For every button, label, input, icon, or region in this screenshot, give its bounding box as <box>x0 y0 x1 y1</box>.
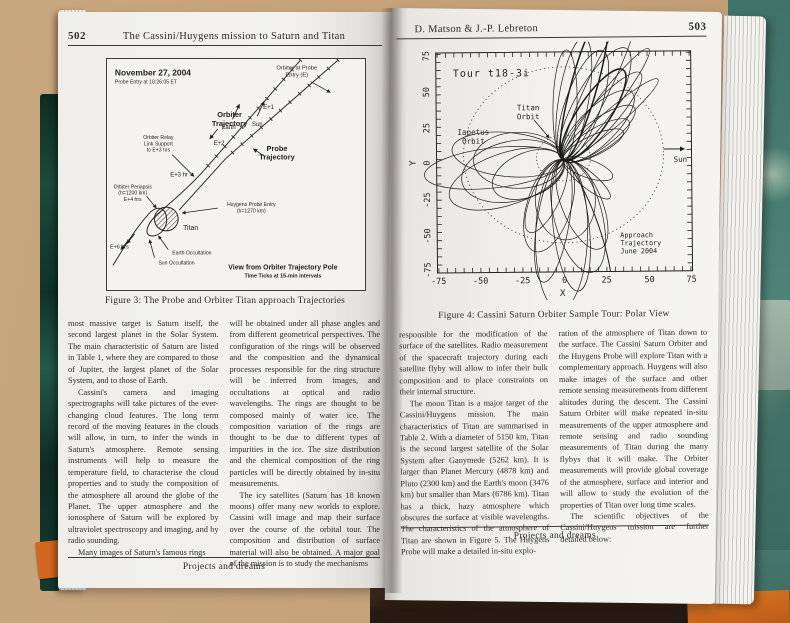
left-page-header: 502 The Cassini/Huygens mission to Satur… <box>68 12 382 42</box>
fig3-view-note: View from Orbiter Trajectory Pole <box>228 264 337 271</box>
right-page-footer: Projects and dreams <box>400 524 709 542</box>
fig3-entry-time: Probe Entry at 10:26:05 ET <box>115 80 178 86</box>
right-page-header: D. Matson & J.-P. Lebreton 503 <box>396 9 706 36</box>
fig3-huygens-entry: Huygens Probe Entry <box>227 202 276 208</box>
left-footer-rule <box>68 557 380 558</box>
svg-text:(h=1270 km): (h=1270 km) <box>237 209 266 215</box>
fig4-titan-label: Titan <box>517 103 540 112</box>
y-tick: 50 <box>422 87 432 97</box>
fig3-e1: E+1 <box>263 105 274 111</box>
svg-text:Link Support: Link Support <box>144 141 173 147</box>
x-tick: 25 <box>601 275 611 285</box>
fig3-orbiter-trajectory: Orbiter <box>217 110 242 119</box>
figure4-caption: Figure 4: Cassini Saturn Orbiter Sample … <box>438 308 670 322</box>
fig3-probe-trajectory: Probe <box>267 144 288 153</box>
svg-text:(h=1200 km): (h=1200 km) <box>118 191 147 197</box>
left-footer-text: Projects and dreams <box>182 562 266 572</box>
iapetus-orbit-circle <box>463 66 664 244</box>
svg-text:Orbit: Orbit <box>517 112 540 121</box>
y-tick: -75 <box>423 262 433 277</box>
paragraph: Cassini's camera and imaging spectrograp… <box>68 387 219 546</box>
figure4-plot: Tour t18-3i Iapetus Orbit Titan Orbit Su… <box>409 7 697 311</box>
fig4-tour-label: Tour t18-3i <box>453 68 530 80</box>
fig3-periapsis: Orbiter Periapsis <box>114 184 153 190</box>
svg-text:Trajectory: Trajectory <box>259 153 295 162</box>
left-page: 502 The Cassini/Huygens mission to Satur… <box>58 12 392 588</box>
svg-text:to E+3 hrs: to E+3 hrs <box>147 148 171 154</box>
fig3-earth-occultation: Earth Occultation <box>172 251 211 257</box>
figure3-drawing: November 27, 2004 Probe Entry at 10:26:0… <box>110 58 340 279</box>
right-column-1: responsible for the modification of the … <box>399 328 549 558</box>
svg-text:June 2004: June 2004 <box>620 247 657 255</box>
left-page-text: most massive target is Saturn itself, th… <box>68 318 380 570</box>
fig4-x-axis-label: X <box>560 289 566 299</box>
y-tick: -50 <box>423 228 433 243</box>
paragraph: The icy satellites (Saturn has 18 known … <box>229 490 381 569</box>
svg-text:Time Ticks at 15-min interval: Time Ticks at 15-min intervals <box>244 273 321 279</box>
x-tick: 50 <box>644 275 654 285</box>
fig4-approach-label: Approach <box>620 231 653 239</box>
right-page-text: responsible for the modification of the … <box>399 327 709 558</box>
y-tick: 25 <box>422 123 432 133</box>
y-tick: 0 <box>423 160 433 165</box>
fig3-orbiter-at-entry: Orbiter at Probe <box>276 66 317 72</box>
x-tick: 75 <box>686 275 696 285</box>
right-header-rule <box>396 35 707 40</box>
fig3-titan-label: Titan <box>183 225 198 232</box>
right-page-number: 503 <box>688 20 707 33</box>
x-tick: -75 <box>431 277 446 287</box>
paragraph: responsible for the modification of the … <box>399 329 549 397</box>
right-column-2: ration of the atmosphere of Titan down t… <box>559 327 709 557</box>
paragraph: ration of the atmosphere of Titan down t… <box>558 327 709 510</box>
green-cover-edge <box>40 94 60 591</box>
paragraph: most massive target is Saturn itself, th… <box>68 319 219 386</box>
right-running-title: D. Matson & J.-P. Lebreton <box>414 23 539 36</box>
fig3-e6: E+6 hrs <box>110 245 129 251</box>
fig4-y-axis-label: Y <box>409 160 419 166</box>
figure4-box: Tour t18-3i Iapetus Orbit Titan Orbit Su… <box>401 7 705 311</box>
svg-text:Trajectory: Trajectory <box>620 239 661 247</box>
right-page: D. Matson & J.-P. Lebreton 503 <box>384 7 722 604</box>
fig3-e2: E+2 <box>214 141 225 147</box>
left-page-footer: Projects and dreams <box>68 557 380 572</box>
paragraph: Many images of Saturn's famous rings <box>78 547 206 557</box>
svg-text:Trajectory: Trajectory <box>212 119 248 128</box>
left-page-number: 502 <box>68 30 86 42</box>
left-column-2: will be obtained under all phase angles … <box>230 318 381 570</box>
svg-text:Orbit: Orbit <box>462 137 485 146</box>
fig3-sun-occultation: Sun Occultation <box>158 260 194 266</box>
fig3-relay: Orbiter Relay <box>143 135 174 141</box>
figure3-caption: Figure 3: The Probe and Orbiter Titan ap… <box>104 296 346 306</box>
fig3-sun-label: Sun <box>252 122 263 128</box>
x-tick: -50 <box>473 277 488 287</box>
fig3-date: November 27, 2004 <box>115 68 191 78</box>
left-header-rule <box>68 45 382 46</box>
fig3-e3: E+3 hr <box>170 172 188 178</box>
left-column-1: most massive target is Saturn itself, th… <box>68 318 219 570</box>
titan-globe <box>153 206 179 232</box>
fig4-iapetus-label: Iapetus <box>457 128 489 137</box>
x-tick: -25 <box>515 276 530 286</box>
figure3-box: November 27, 2004 Probe Entry at 10:26:0… <box>106 58 366 291</box>
y-tick: -25 <box>423 192 433 207</box>
fig3-earth-label: Earth <box>221 125 235 131</box>
x-tick: 0 <box>562 276 567 286</box>
fig4-sun-label: Sun <box>674 155 688 164</box>
left-running-title: The Cassini/Huygens mission to Saturn an… <box>122 31 346 42</box>
svg-text:Entry (E): Entry (E) <box>285 73 308 79</box>
paragraph: will be obtained under all phase angles … <box>229 319 381 489</box>
svg-text:E+4 hrs: E+4 hrs <box>124 197 142 203</box>
y-tick: 75 <box>422 51 432 61</box>
